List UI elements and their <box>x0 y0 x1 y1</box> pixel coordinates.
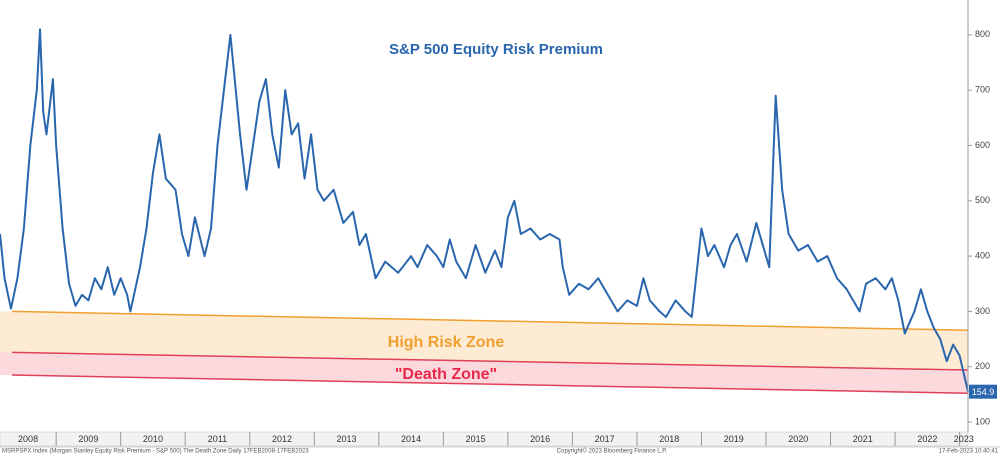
last-value-label: 154.9 <box>972 387 995 397</box>
footer-copyright: Copyright© 2023 Bloomberg Finance L.P. <box>557 448 668 455</box>
y-tick-label: 600 <box>975 140 990 150</box>
zone-fill <box>0 352 968 394</box>
footer-timestamp: 17-Feb-2023 10:40:41 <box>939 449 999 455</box>
y-tick-label: 300 <box>975 306 990 316</box>
x-axis-strip <box>0 431 969 447</box>
y-tick-label: 200 <box>975 361 990 371</box>
x-tick-label: 2020 <box>788 434 808 444</box>
x-tick-label: 2019 <box>724 434 744 444</box>
x-tick-label: 2016 <box>530 434 550 444</box>
x-tick-label: 2015 <box>466 434 486 444</box>
x-tick-label: 2021 <box>853 434 873 444</box>
x-tick-label: 2011 <box>208 434 227 444</box>
x-tick-label: 2012 <box>272 434 292 444</box>
x-tick-label: 2014 <box>401 434 421 444</box>
last-value-box <box>969 384 997 399</box>
footer-source: MSRPSPX Index (Morgan Stanley Equity Ris… <box>2 449 309 455</box>
zone-label: High Risk Zone <box>388 334 505 351</box>
y-tick-label: 800 <box>975 29 990 39</box>
y-tick-label: 500 <box>975 195 990 205</box>
x-tick-label: 2009 <box>78 434 98 444</box>
y-tick-label: 400 <box>975 250 990 260</box>
zone-boundary <box>11 374 969 395</box>
zone-boundary <box>11 310 969 331</box>
x-tick-label: 2010 <box>143 434 163 444</box>
y-tick-label: 700 <box>975 85 990 95</box>
y-tick-label: 100 <box>975 416 990 426</box>
chart-title: S&P 500 Equity Risk Premium <box>389 41 603 58</box>
x-tick-label: 2008 <box>18 434 38 444</box>
zone-label: "Death Zone" <box>395 366 497 383</box>
data-line <box>0 28 969 392</box>
x-tick-label: 2017 <box>595 434 615 444</box>
x-tick-label: 2013 <box>337 434 357 444</box>
x-tick-label: 2023 <box>954 434 974 444</box>
zone-boundary <box>11 351 969 371</box>
x-tick-label: 2018 <box>659 434 679 444</box>
x-tick-label: 2022 <box>917 434 937 444</box>
